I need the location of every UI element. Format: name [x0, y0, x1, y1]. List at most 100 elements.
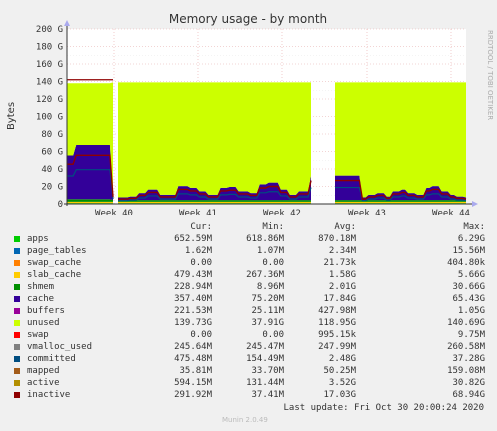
max-value: 159.08M: [447, 366, 485, 376]
legend-name: mapped: [27, 366, 60, 376]
avg-value: 17.03G: [323, 390, 356, 400]
legend-swatch: [14, 380, 20, 386]
cur-value: 357.40M: [174, 294, 212, 304]
cur-value: 228.94M: [174, 282, 212, 292]
max-value: 68.94G: [452, 390, 485, 400]
avg-value: 870.18M: [318, 234, 356, 244]
legend-swatch: [14, 392, 20, 398]
legend-row: shmem 228.94M 8.96M 2.01G 30.66G: [12, 281, 492, 293]
cur-value: 475.48M: [174, 354, 212, 364]
x-tick-label: Week 41: [179, 209, 217, 215]
col-min-header: Min:: [262, 222, 284, 232]
legend-row: inactive 291.92M 37.41M 17.03G 68.94G: [12, 389, 492, 401]
cur-value: 245.64M: [174, 342, 212, 352]
cur-value: 652.59M: [174, 234, 212, 244]
legend-row: swap_cache 0.00 0.00 21.73k 404.80k: [12, 257, 492, 269]
area-unused: [118, 82, 311, 198]
avg-value: 17.84G: [323, 294, 356, 304]
legend-row: buffers 221.53M 25.11M 427.98M 1.05G: [12, 305, 492, 317]
avg-value: 50.25M: [323, 366, 356, 376]
min-value: 37.41M: [251, 390, 284, 400]
min-value: 267.36M: [246, 270, 284, 280]
cur-value: 0.00: [190, 330, 212, 340]
legend-row: mapped 35.81M 33.70M 50.25M 159.08M: [12, 365, 492, 377]
max-value: 5.66G: [457, 270, 485, 280]
legend-swatch: [14, 320, 20, 326]
avg-value: 995.15k: [318, 330, 356, 340]
line-inactive: [335, 179, 467, 200]
munin-version: Munin 2.0.49: [222, 416, 268, 424]
cur-value: 0.00: [190, 258, 212, 268]
legend-name: swap_cache: [27, 258, 82, 268]
max-value: 140.69G: [447, 318, 485, 328]
avg-value: 427.98M: [318, 306, 356, 316]
min-value: 33.70M: [251, 366, 284, 376]
legend-swatch: [14, 260, 20, 266]
avg-value: 1.58G: [328, 270, 356, 280]
y-tick-label: 120 G: [36, 95, 63, 105]
cur-value: 35.81M: [179, 366, 212, 376]
line-committed: [67, 169, 114, 200]
legend-row: swap 0.00 0.00 995.15k 9.75M: [12, 329, 492, 341]
legend-name: apps: [27, 234, 49, 244]
x-tick-label: Week 43: [348, 209, 386, 215]
avg-value: 21.73k: [323, 258, 356, 268]
y-tick-label: 160 G: [36, 60, 63, 70]
legend-table: Cur: Min: Avg: Max: apps 652.59M 618.86M 87…: [12, 221, 492, 401]
min-value: 25.11M: [251, 306, 284, 316]
legend-swatch: [14, 272, 20, 278]
area-unused: [67, 82, 113, 195]
col-max-header: Max:: [463, 222, 485, 232]
legend-row: slab_cache 479.43M 267.36M 1.58G 5.66G: [12, 269, 492, 281]
legend-row: unused 139.73G 37.91G 118.95G 140.69G: [12, 317, 492, 329]
cur-value: 291.92M: [174, 390, 212, 400]
y-tick-label: 40 G: [41, 165, 63, 175]
memory-chart: Memory usage - by month RRDTOOL / TOBI O…: [6, 12, 494, 215]
y-tick-label: 20 G: [41, 183, 63, 193]
avg-value: 118.95G: [318, 318, 356, 328]
y-tick-label: 0: [58, 200, 63, 210]
min-value: 0.00: [262, 258, 284, 268]
col-avg-header: Avg:: [334, 222, 356, 232]
legend-name: slab_cache: [27, 270, 82, 280]
y-tick-label: 60 G: [41, 148, 63, 158]
cur-value: 139.73G: [174, 318, 212, 328]
area-shmem: [335, 200, 466, 202]
cur-value: 1.62M: [184, 246, 212, 256]
legend-swatch: [14, 296, 20, 302]
legend-name: shmem: [27, 282, 55, 292]
legend-swatch: [14, 332, 20, 338]
legend-name: cache: [27, 294, 55, 304]
col-cur-header: Cur:: [190, 222, 212, 232]
min-value: 75.20M: [251, 294, 284, 304]
legend-swatch: [14, 236, 20, 242]
min-value: 154.49M: [246, 354, 284, 364]
min-value: 131.44M: [246, 378, 284, 388]
area-slab_cache: [67, 201, 113, 204]
min-value: 8.96M: [256, 282, 284, 292]
min-value: 0.00: [262, 330, 284, 340]
max-value: 65.43G: [452, 294, 485, 304]
y-axis-label: Bytes: [6, 102, 17, 130]
min-value: 245.47M: [246, 342, 284, 352]
legend-name: vmalloc_used: [27, 342, 93, 352]
max-value: 9.75M: [457, 330, 485, 340]
y-tick-label: 140 G: [36, 78, 63, 88]
max-value: 37.28G: [452, 354, 485, 364]
legend-name: page_tables: [27, 246, 87, 256]
max-value: 1.05G: [457, 306, 485, 316]
last-update: Last update: Fri Oct 30 20:00:24 2020: [283, 403, 484, 413]
data-areas: [67, 79, 467, 204]
area-slab_cache: [118, 201, 311, 204]
max-value: 15.56M: [452, 246, 485, 256]
legend-row: page_tables 1.62M 1.07M 2.34M 15.56M: [12, 245, 492, 257]
line-inactive: [67, 154, 114, 197]
area-unused: [335, 82, 466, 198]
min-value: 37.91G: [251, 318, 284, 328]
avg-value: 3.52G: [328, 378, 356, 388]
y-axis-arrow-icon: [64, 20, 70, 26]
y-tick-label: 200 G: [36, 25, 63, 35]
line-committed: [335, 186, 467, 202]
legend-swatch: [14, 308, 20, 314]
y-tick-label: 100 G: [36, 113, 63, 123]
